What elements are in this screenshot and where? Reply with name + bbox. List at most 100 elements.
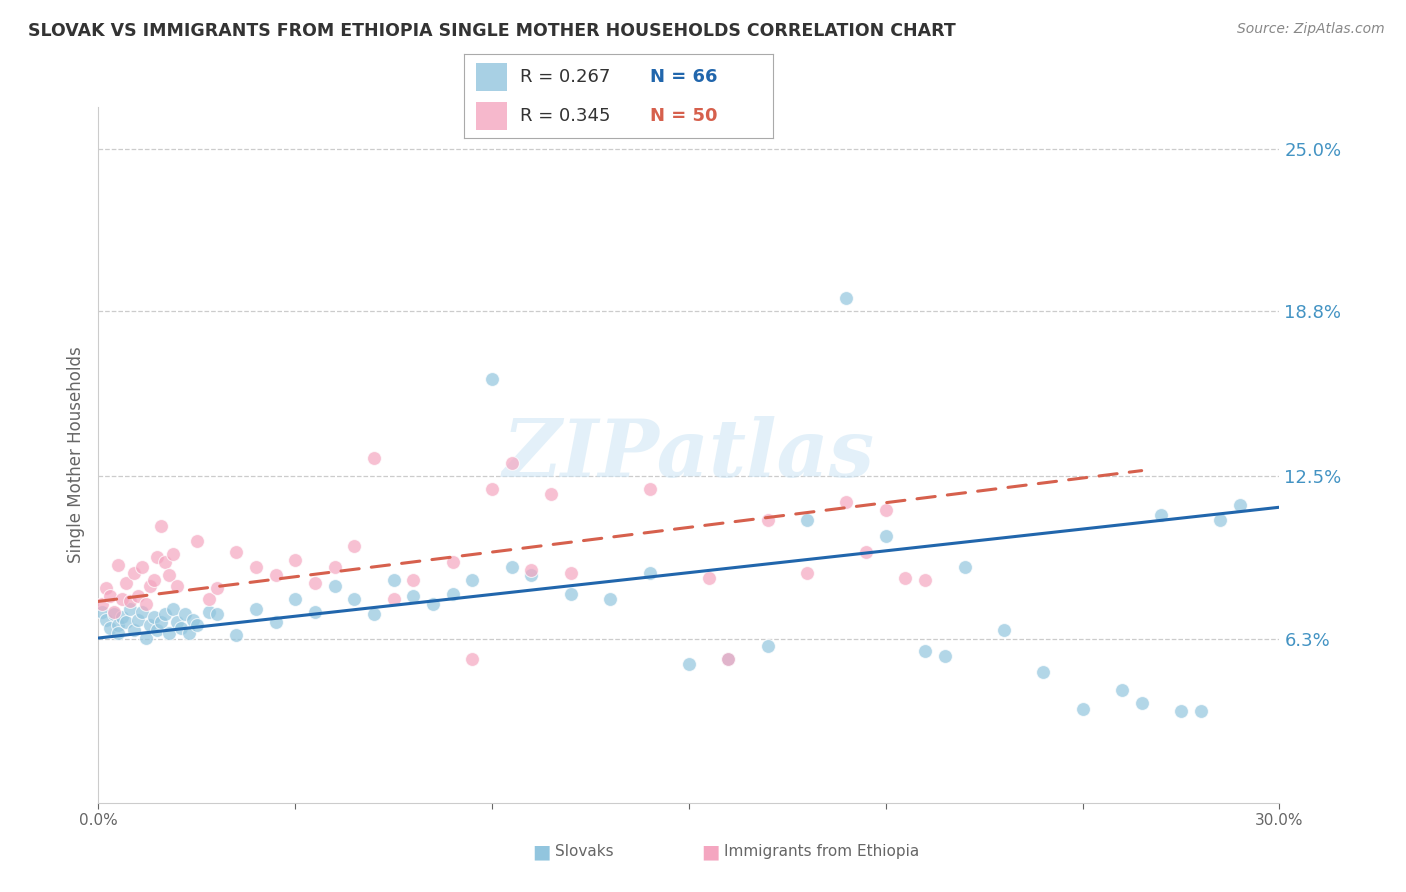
Point bbox=[103, 607, 125, 622]
Point bbox=[91, 605, 114, 619]
Text: ■: ■ bbox=[700, 842, 720, 862]
Point bbox=[205, 607, 228, 622]
Point bbox=[1170, 704, 1192, 718]
Point bbox=[138, 618, 160, 632]
Point bbox=[501, 456, 523, 470]
Point bbox=[481, 482, 503, 496]
Point bbox=[717, 652, 740, 666]
Point bbox=[205, 582, 228, 596]
Point bbox=[107, 558, 129, 572]
Point bbox=[382, 591, 405, 606]
Point bbox=[115, 576, 138, 591]
Point bbox=[323, 560, 346, 574]
Point bbox=[422, 597, 444, 611]
Point bbox=[382, 574, 405, 588]
Point bbox=[166, 615, 188, 630]
Point bbox=[174, 607, 197, 622]
Point bbox=[181, 613, 204, 627]
Point bbox=[441, 586, 464, 600]
Point bbox=[304, 576, 326, 591]
Text: Slovaks: Slovaks bbox=[555, 845, 614, 859]
Point bbox=[96, 613, 118, 627]
Point bbox=[118, 594, 141, 608]
Point bbox=[162, 547, 184, 561]
Point bbox=[323, 579, 346, 593]
Point bbox=[993, 623, 1015, 637]
Point bbox=[599, 591, 621, 606]
Point bbox=[875, 503, 897, 517]
Point bbox=[796, 513, 818, 527]
Point bbox=[697, 571, 720, 585]
Point bbox=[103, 605, 125, 619]
Point bbox=[284, 552, 307, 566]
Point bbox=[122, 623, 145, 637]
Point bbox=[91, 597, 114, 611]
Point bbox=[363, 607, 385, 622]
Point bbox=[177, 625, 200, 640]
Point bbox=[1209, 513, 1232, 527]
Point bbox=[162, 602, 184, 616]
Point bbox=[560, 586, 582, 600]
Point bbox=[98, 621, 121, 635]
Point bbox=[245, 560, 267, 574]
Point bbox=[225, 544, 247, 558]
Y-axis label: Single Mother Households: Single Mother Households bbox=[66, 347, 84, 563]
Point bbox=[142, 574, 165, 588]
Point bbox=[756, 513, 779, 527]
Point bbox=[717, 652, 740, 666]
Point bbox=[186, 534, 208, 549]
Point bbox=[284, 591, 307, 606]
Point bbox=[343, 591, 366, 606]
Text: ZIPatlas: ZIPatlas bbox=[503, 417, 875, 493]
Point bbox=[127, 589, 149, 603]
Point bbox=[875, 529, 897, 543]
Point bbox=[461, 652, 484, 666]
Point bbox=[1032, 665, 1054, 679]
Point bbox=[155, 607, 177, 622]
Text: Source: ZipAtlas.com: Source: ZipAtlas.com bbox=[1237, 22, 1385, 37]
Text: N = 50: N = 50 bbox=[650, 107, 717, 125]
Point bbox=[343, 540, 366, 554]
Point bbox=[122, 566, 145, 580]
Point bbox=[170, 621, 193, 635]
Bar bbox=[477, 62, 508, 91]
Point bbox=[115, 615, 138, 630]
Point bbox=[520, 563, 543, 577]
Point bbox=[638, 566, 661, 580]
Point bbox=[678, 657, 700, 672]
Point bbox=[481, 372, 503, 386]
Point bbox=[1111, 683, 1133, 698]
Point bbox=[146, 549, 169, 564]
Point bbox=[186, 618, 208, 632]
Point bbox=[131, 560, 153, 574]
Point bbox=[835, 495, 858, 509]
Point bbox=[98, 589, 121, 603]
Point bbox=[142, 610, 165, 624]
Point bbox=[111, 610, 134, 624]
Point bbox=[1071, 701, 1094, 715]
Point bbox=[914, 644, 936, 658]
Point bbox=[264, 615, 287, 630]
Point bbox=[197, 591, 219, 606]
Point bbox=[150, 615, 173, 630]
Point bbox=[402, 574, 425, 588]
Point bbox=[245, 602, 267, 616]
Point bbox=[138, 579, 160, 593]
Point bbox=[111, 591, 134, 606]
Point bbox=[540, 487, 562, 501]
Point bbox=[402, 589, 425, 603]
Point bbox=[441, 555, 464, 569]
Point bbox=[855, 544, 877, 558]
Point bbox=[107, 618, 129, 632]
Point bbox=[135, 597, 157, 611]
Text: SLOVAK VS IMMIGRANTS FROM ETHIOPIA SINGLE MOTHER HOUSEHOLDS CORRELATION CHART: SLOVAK VS IMMIGRANTS FROM ETHIOPIA SINGL… bbox=[28, 22, 956, 40]
Point bbox=[796, 566, 818, 580]
Point bbox=[638, 482, 661, 496]
Point bbox=[157, 625, 180, 640]
Bar bbox=[477, 102, 508, 130]
Point bbox=[225, 628, 247, 642]
Point bbox=[135, 631, 157, 645]
Point bbox=[953, 560, 976, 574]
Point bbox=[304, 605, 326, 619]
Point bbox=[1189, 704, 1212, 718]
